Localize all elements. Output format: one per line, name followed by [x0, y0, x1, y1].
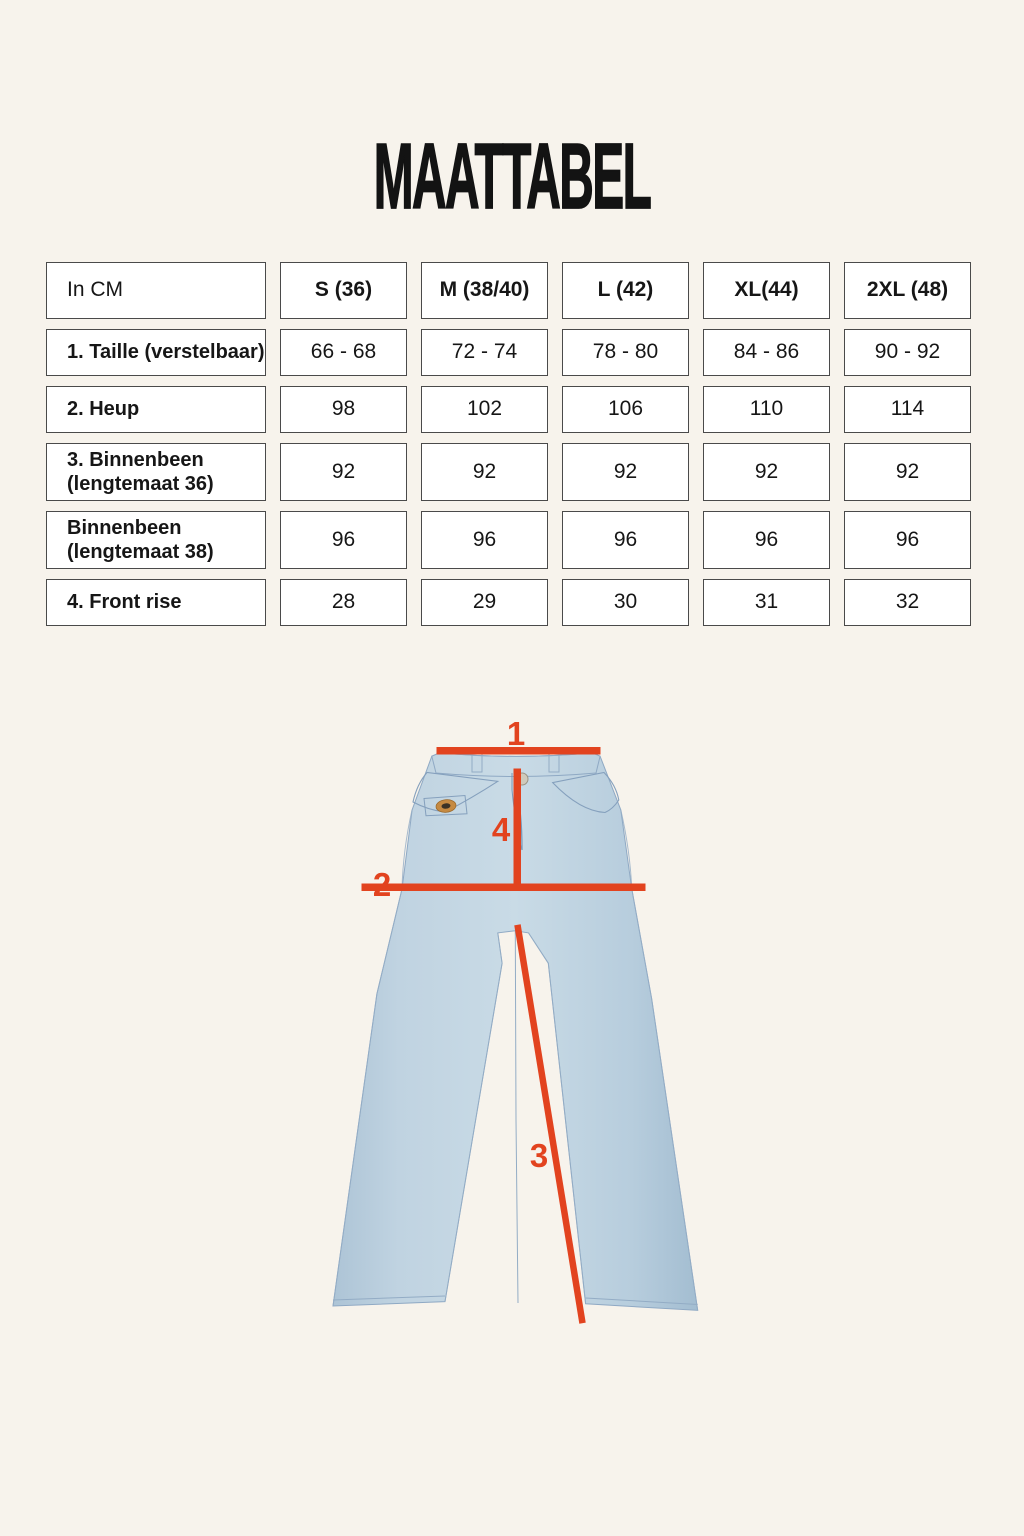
svg-text:3: 3	[530, 1137, 548, 1174]
svg-text:1: 1	[507, 715, 525, 752]
svg-text:2: 2	[373, 866, 391, 903]
svg-text:4: 4	[492, 811, 511, 848]
